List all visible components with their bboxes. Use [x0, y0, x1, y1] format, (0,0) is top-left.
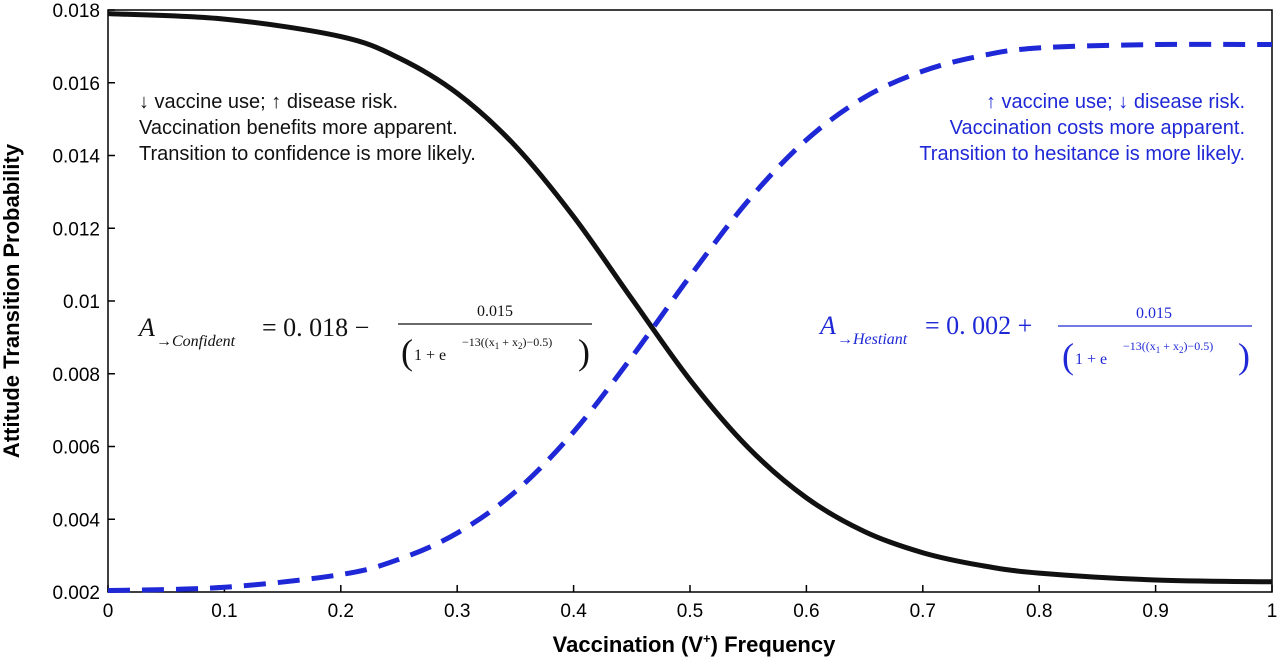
x-tick-label: 0.7 — [910, 601, 936, 622]
hesitant-curve — [107, 41, 1273, 594]
left-annotation-line: Transition to confidence is more likely. — [139, 143, 476, 165]
y-tick-label: 0.016 — [52, 74, 100, 95]
y-axis-title: Attitude Transition Probability — [0, 143, 24, 458]
x-tick-label: 0.2 — [328, 601, 354, 622]
eq-left-denom-base: 1 + e — [414, 347, 446, 364]
x-tick-label: 0.6 — [793, 601, 819, 622]
eq-left-open-paren: ( — [401, 332, 413, 372]
left-annotation: ↓ vaccine use; ↑ disease risk. Vaccinati… — [139, 91, 476, 165]
left-annotation-line: ↓ vaccine use; ↑ disease risk. — [139, 91, 398, 113]
x-tick-label: 1 — [1267, 601, 1278, 622]
y-tick-label: 0.006 — [52, 438, 100, 459]
right-annotation-line: Transition to hesitance is more likely. — [919, 143, 1245, 165]
eq-left-numerator: 0.015 — [477, 303, 513, 320]
x-axis-title: Vaccination (V+) Frequency — [553, 631, 836, 657]
eq-right-lhs: = 0. 002 + — [925, 311, 1032, 340]
eq-left-lhs: = 0. 018 − — [262, 313, 369, 342]
eq-left-exponent: −13((x1 + x2)−0.5) — [462, 335, 552, 351]
axis-ticks: 0 0.1 0.2 0.3 0.4 0.5 0.6 0.7 0.8 0.9 1 0.002 0.004 0… — [52, 1, 1277, 622]
eq-right-open-paren: ( — [1062, 336, 1074, 376]
y-tick-label: 0.018 — [52, 1, 100, 22]
right-annotation-line: Vaccination costs more apparent. — [950, 117, 1245, 139]
eq-right-subscript: →Hestiant — [837, 331, 908, 348]
right-annotation: ↑ vaccine use; ↓ disease risk. Vaccinati… — [919, 91, 1245, 165]
eq-left-close-paren: ) — [578, 332, 590, 372]
x-tick-label: 0.8 — [1026, 601, 1052, 622]
y-tick-label: 0.012 — [52, 219, 100, 240]
y-tick-label: 0.004 — [52, 510, 100, 531]
x-tick-label: 0.4 — [560, 601, 587, 622]
hesitant-equation: A →Hestiant = 0. 002 + 0.015 ( 1 + e −13… — [818, 305, 1252, 376]
eq-right-numerator: 0.015 — [1136, 305, 1172, 322]
eq-left-symbol: A — [137, 313, 155, 342]
y-tick-label: 0.01 — [63, 292, 100, 313]
y-tick-label: 0.002 — [52, 583, 100, 604]
x-tick-label: 0.5 — [677, 601, 703, 622]
x-tick-label: 0.9 — [1142, 601, 1168, 622]
x-tick-label: 0.1 — [211, 601, 237, 622]
confident-curve — [107, 11, 1273, 585]
right-annotation-line: ↑ vaccine use; ↓ disease risk. — [986, 91, 1245, 113]
left-annotation-line: Vaccination benefits more apparent. — [139, 117, 458, 139]
x-tick-label: 0 — [103, 601, 114, 622]
eq-right-close-paren: ) — [1238, 336, 1250, 376]
eq-left-subscript: →Confident — [156, 333, 236, 350]
eq-right-symbol: A — [818, 311, 836, 340]
y-tick-label: 0.014 — [52, 147, 100, 168]
eq-right-exponent: −13((x1 + x2)−0.5) — [1123, 339, 1213, 355]
confident-equation: A →Confident = 0. 018 − 0.015 ( 1 + e −1… — [137, 303, 592, 372]
eq-right-denom-base: 1 + e — [1075, 351, 1107, 368]
series-layer — [107, 11, 1273, 594]
y-tick-label: 0.008 — [52, 365, 100, 386]
x-tick-label: 0.3 — [444, 601, 470, 622]
